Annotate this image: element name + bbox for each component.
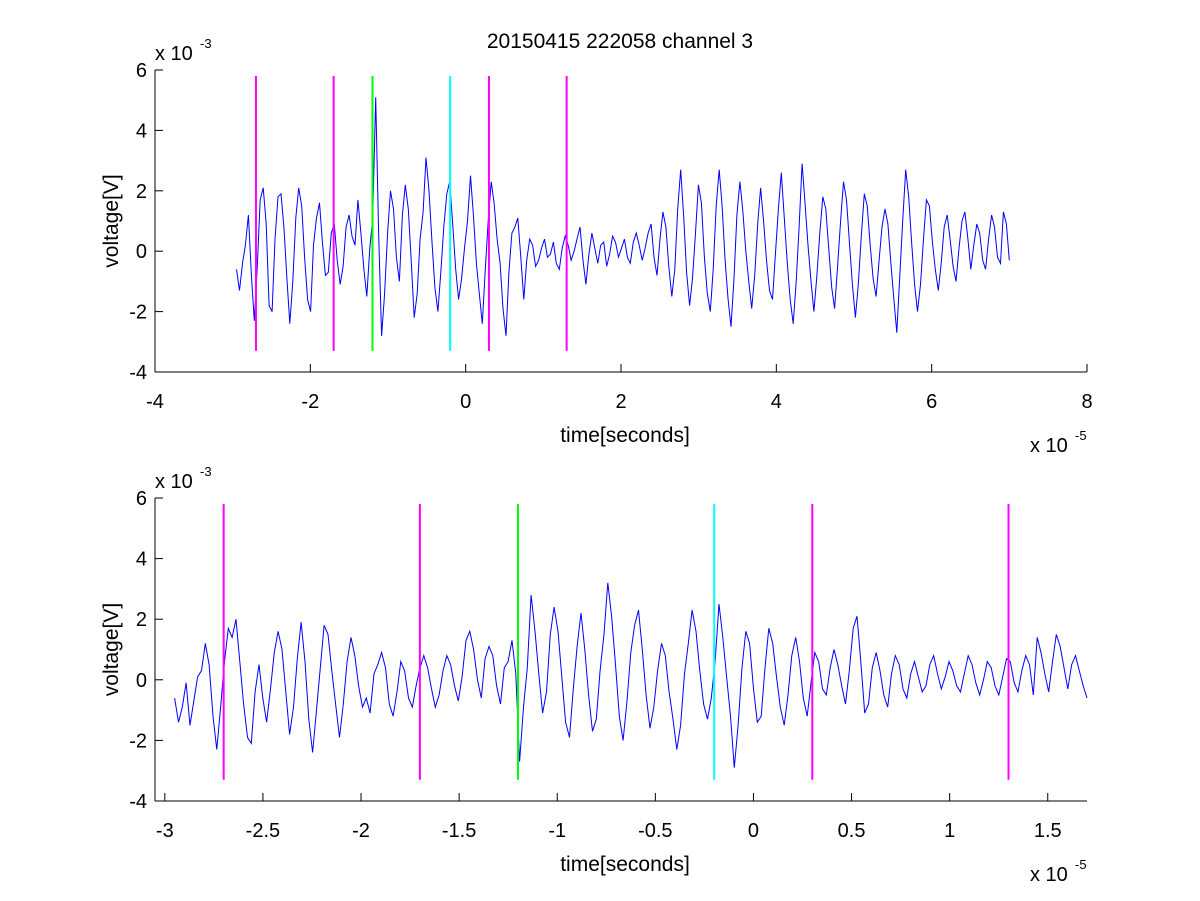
x-tick-label: 2 — [615, 391, 626, 413]
y-exponent-power: -3 — [200, 36, 212, 51]
x-tick-label: -1 — [548, 820, 566, 842]
y-tick-label: -4 — [129, 791, 147, 813]
x-exponent-label: x 10 — [1030, 435, 1068, 457]
figure-title: 20150415 222058 channel 3 — [487, 30, 753, 53]
y-tick-label: 6 — [136, 60, 147, 82]
x-tick-label: 1 — [944, 820, 955, 842]
y-axis-label: voltage[V] — [100, 603, 123, 696]
x-tick-label: 0 — [460, 391, 471, 413]
bottom-panel: -4 -2 0 2 4 6 -3 -2.5 -2 -1.5 -1 -0.5 0 0.5 1 1.5 time[s… — [100, 464, 1088, 886]
y-tick-label: -4 — [129, 362, 147, 384]
x-tick-label: -2.5 — [246, 820, 280, 842]
y-tick-label: 4 — [136, 120, 147, 142]
x-tick-label: 0 — [748, 820, 759, 842]
y-tick-label: 0 — [136, 241, 147, 263]
x-tick-label: -2 — [301, 391, 319, 413]
y-exponent-label: x 10 — [155, 43, 193, 65]
x-tick-label: 0.5 — [838, 820, 866, 842]
x-tick-label: 6 — [926, 391, 937, 413]
x-tick-label: 8 — [1081, 391, 1092, 413]
y-tick-label: 6 — [136, 488, 147, 510]
x-tick-label: -0.5 — [638, 820, 672, 842]
y-tick-label: -2 — [129, 730, 147, 752]
top-panel: -4 -2 0 2 4 6 -4 -2 0 2 4 6 8 time[seconds] voltage[V]… — [100, 36, 1093, 457]
voltage-series-line — [236, 97, 1010, 336]
y-axis-label: voltage[V] — [100, 174, 123, 267]
x-exponent-power: -5 — [1075, 428, 1087, 443]
y-tick-label: 4 — [136, 549, 147, 571]
x-tick-label: 4 — [771, 391, 782, 413]
x-axis-label: time[seconds] — [560, 424, 690, 447]
y-tick-label: 0 — [136, 670, 147, 692]
y-exponent-power: -3 — [200, 464, 212, 479]
x-exponent-label: x 10 — [1030, 864, 1068, 886]
x-tick-label: -1.5 — [442, 820, 476, 842]
y-tick-label: 2 — [136, 181, 147, 203]
y-exponent-label: x 10 — [155, 471, 193, 493]
y-tick-label: 2 — [136, 609, 147, 631]
x-exponent-power: -5 — [1075, 857, 1087, 872]
x-tick-label: -2 — [352, 820, 370, 842]
voltage-series-line — [174, 582, 1088, 768]
x-tick-label: -3 — [156, 820, 174, 842]
y-tick-label: -2 — [129, 302, 147, 324]
x-tick-label: 1.5 — [1034, 820, 1062, 842]
x-tick-label: -4 — [146, 391, 164, 413]
x-axis-label: time[seconds] — [560, 853, 690, 876]
